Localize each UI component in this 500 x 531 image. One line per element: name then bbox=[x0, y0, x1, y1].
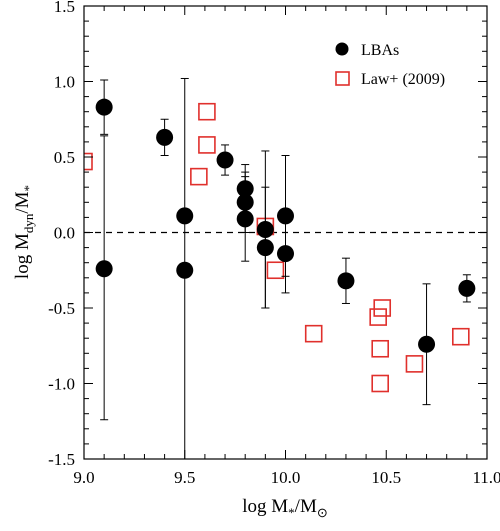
data-point-lbas-4 bbox=[176, 261, 194, 279]
legend-label-lbas: LBAs bbox=[361, 42, 399, 59]
data-point-lbas-2 bbox=[156, 128, 174, 146]
data-point-law2009-9 bbox=[373, 299, 392, 317]
data-point-lbas-5 bbox=[216, 151, 234, 169]
data-point-lbas-12 bbox=[277, 245, 294, 263]
x-tick-label-1: 9.5 bbox=[174, 468, 195, 487]
legend-label-law2009: Law+ (2009) bbox=[361, 71, 445, 88]
y-axis-label: log Mdyn/M* bbox=[12, 185, 36, 279]
data-point-lbas-10 bbox=[256, 239, 274, 257]
legend: LBAs Law+ (2009) bbox=[335, 42, 445, 88]
data-point-lbas-1 bbox=[95, 260, 113, 278]
data-point-law2009-12 bbox=[452, 327, 470, 346]
data-point-lbas-13 bbox=[337, 272, 355, 290]
y-tick-label-3: 0.0 bbox=[54, 224, 75, 243]
x-tick-label-2: 10.0 bbox=[271, 468, 301, 487]
y-tick-label-0: -1.5 bbox=[48, 450, 75, 469]
y-tick-label-1: -1.0 bbox=[48, 375, 75, 394]
plot-contents bbox=[84, 77, 487, 459]
legend-marker-lbas bbox=[335, 42, 349, 56]
y-tick-label-5: 1.0 bbox=[54, 73, 75, 92]
x-tick-label-4: 11.0 bbox=[472, 468, 500, 487]
data-point-law2009-0 bbox=[84, 152, 93, 171]
data-point-lbas-8 bbox=[236, 210, 254, 228]
data-point-lbas-0 bbox=[95, 98, 113, 116]
x-tick-label-0: 9.0 bbox=[73, 468, 94, 487]
data-point-law2009-10 bbox=[371, 374, 390, 393]
data-point-lbas-15 bbox=[458, 279, 476, 297]
y-tick-label-6: 1.5 bbox=[54, 0, 75, 16]
legend-marker-law2009 bbox=[335, 71, 350, 86]
data-point-law2009-5 bbox=[266, 261, 285, 280]
data-point-law2009-1 bbox=[190, 167, 208, 186]
data-point-law2009-3 bbox=[198, 136, 216, 154]
x-tick-label-3: 10.5 bbox=[371, 468, 401, 487]
data-point-law2009-7 bbox=[369, 308, 387, 326]
data-point-law2009-11 bbox=[405, 355, 424, 373]
data-point-law2009-2 bbox=[198, 102, 216, 121]
data-point-law2009-8 bbox=[371, 339, 390, 358]
axis-ticks: 9.0 9.5 10.0 10.5 11.0 -1.5 -1.0 -0.5 0.0 0.5 1.0 1… bbox=[48, 0, 500, 487]
data-point-law2009-6 bbox=[304, 324, 323, 343]
data-point-lbas-14 bbox=[418, 335, 436, 353]
y-tick-label-4: 0.5 bbox=[54, 148, 75, 167]
plot-area bbox=[84, 77, 487, 459]
y-tick-label-2: -0.5 bbox=[48, 299, 75, 318]
x-axis-label: log M*/M⊙ bbox=[242, 496, 328, 520]
